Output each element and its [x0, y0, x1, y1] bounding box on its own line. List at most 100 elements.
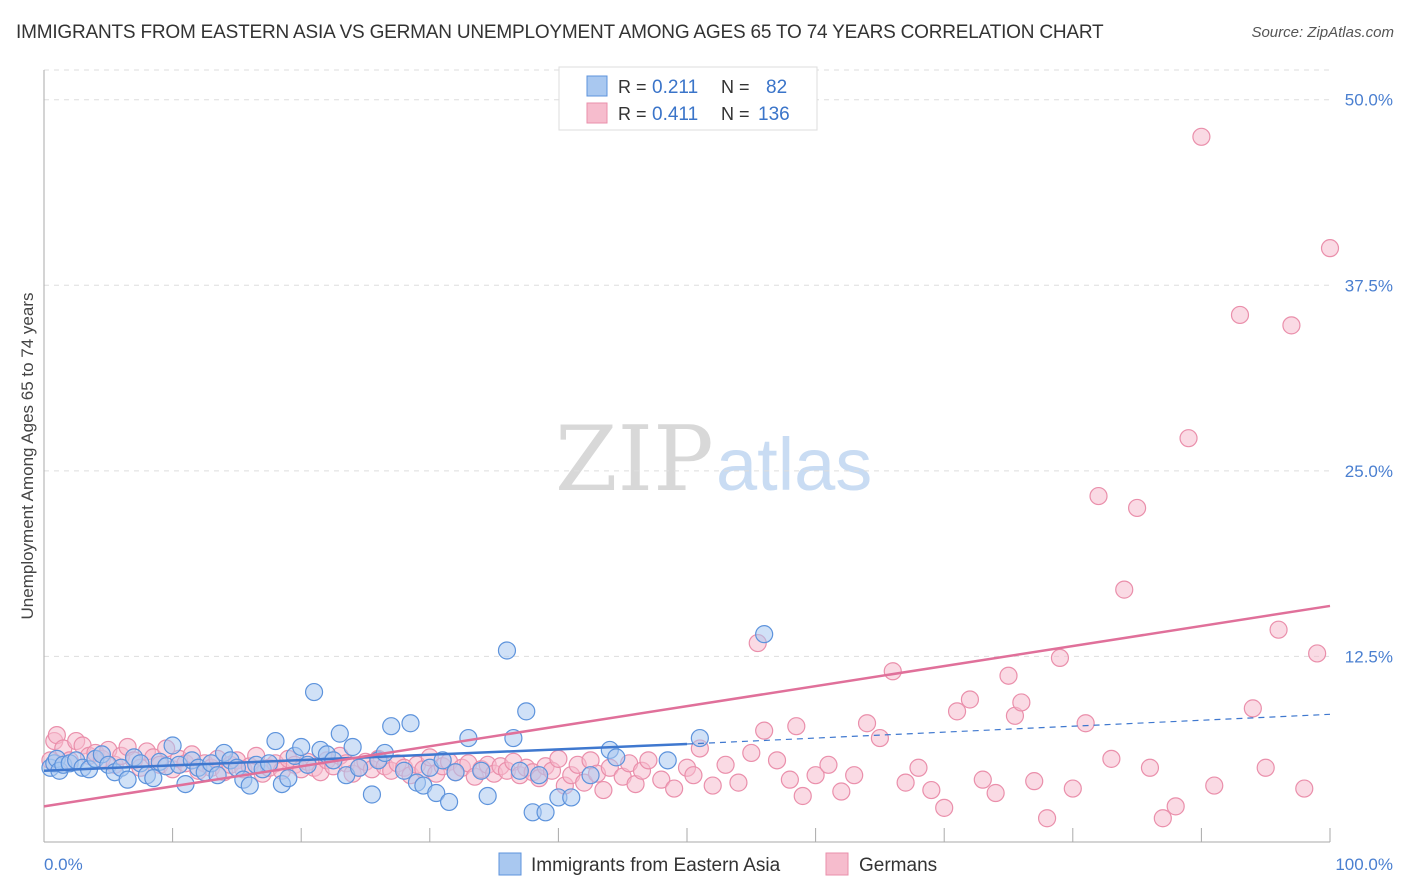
eastern-asia-point-72: [530, 766, 549, 785]
germans-point-143: [1243, 699, 1262, 718]
germans-point-105: [767, 751, 787, 770]
legend-n-label-2: N =: [721, 104, 750, 124]
trend-line-germans: [43, 604, 1331, 808]
eastern-asia-point-61: [433, 751, 452, 770]
series-legend: Immigrants from Eastern Asia Germans: [498, 852, 937, 876]
germans-point-139: [1179, 429, 1198, 448]
germans-point-144: [1256, 758, 1275, 777]
bottom-legend-swatch-pink: [825, 852, 849, 876]
germans-point-104: [755, 721, 774, 740]
germans-point-132: [1089, 486, 1108, 506]
eastern-asia-point-63: [446, 763, 465, 782]
legend-r-value-1: 0.211: [652, 77, 698, 98]
trend-line-eastern-asia-extension: [686, 713, 1331, 745]
y-tick-labels: 12.5% 25.0% 37.5% 50.0%: [1345, 91, 1393, 667]
stats-legend: R = 0.211 N = 82 R = 0.411 N = 136: [558, 66, 818, 131]
germans-point-117: [909, 758, 928, 777]
germans-point-116: [896, 773, 915, 792]
x-tick-label-max: 100.0%: [1335, 855, 1393, 874]
eastern-asia-point-70: [517, 702, 536, 721]
germans-point-146: [1295, 779, 1314, 798]
eastern-asia-point-54: [382, 717, 401, 736]
germans-point-111: [832, 782, 851, 801]
germans-point-87: [594, 780, 613, 800]
legend-r-label-2: R =: [618, 104, 647, 124]
germans-point-106: [780, 770, 799, 789]
germans-point-112: [845, 766, 864, 785]
germans-point-133: [1102, 749, 1121, 768]
x-tick-labels: 0.0% 100.0%: [44, 855, 1393, 874]
x-tick-label-min: 0.0%: [44, 855, 83, 874]
bottom-legend-label-2: Germans: [859, 855, 937, 876]
eastern-asia-point-51: [362, 785, 382, 804]
eastern-asia-point-80: [690, 728, 709, 748]
germans-point-101: [729, 773, 748, 792]
legend-n-value-1: 82: [766, 77, 787, 98]
y-tick-label-2: 37.5%: [1345, 276, 1393, 295]
eastern-asia-point-55: [394, 761, 414, 780]
eastern-asia-point-62: [439, 792, 459, 812]
x-ticks: [43, 828, 1331, 842]
series-immigrants-eastern-asia: [41, 625, 774, 822]
germans-point-94: [652, 770, 671, 789]
germans-point-135: [1127, 498, 1147, 518]
germans-point-121: [960, 690, 980, 709]
grid-lines: [44, 69, 1330, 657]
germans-point-122: [973, 770, 992, 789]
germans-point-123: [986, 783, 1005, 803]
eastern-asia-point-56: [401, 714, 420, 733]
germans-point-113: [857, 714, 877, 733]
germans-point-110: [819, 755, 838, 774]
y-tick-label-3: 50.0%: [1345, 91, 1393, 110]
eastern-asia-point-14: [118, 770, 137, 789]
chart-title: IMMIGRANTS FROM EASTERN ASIA VS GERMAN U…: [16, 22, 1104, 43]
germans-point-128: [1037, 809, 1057, 828]
legend-swatch-pink: [586, 102, 608, 124]
legend-n-label-1: N =: [721, 77, 750, 97]
eastern-asia-point-43: [304, 682, 324, 702]
germans-point-108: [793, 786, 812, 806]
eastern-asia-point-37: [266, 731, 285, 751]
germans-point-99: [703, 776, 722, 795]
germans-point-148: [1269, 620, 1288, 639]
germans-point-142: [1230, 305, 1250, 325]
germans-point-141: [1205, 776, 1224, 795]
eastern-asia-point-21: [163, 736, 182, 755]
y-tick-label-0: 12.5%: [1345, 647, 1393, 666]
eastern-asia-point-49: [343, 737, 362, 757]
eastern-asia-point-67: [497, 641, 517, 660]
eastern-asia-point-75: [562, 788, 581, 807]
germans-point-93: [639, 751, 658, 770]
eastern-asia-point-47: [330, 724, 349, 743]
germans-point-140: [1192, 127, 1211, 146]
eastern-asia-point-81: [755, 625, 774, 644]
germans-point-147: [1308, 644, 1327, 663]
germans-point-80: [549, 749, 568, 768]
legend-r-value-2: 0.411: [652, 104, 698, 125]
germans-point-119: [935, 798, 954, 817]
germans-point-100: [716, 755, 735, 774]
legend-swatch-blue: [586, 75, 608, 97]
germans-point-145: [1282, 316, 1301, 335]
eastern-asia-point-41: [292, 737, 311, 757]
eastern-asia-point-69: [510, 761, 529, 780]
eastern-asia-point-50: [349, 758, 369, 777]
germans-point-118: [922, 780, 941, 800]
germans-point-137: [1153, 809, 1172, 828]
eastern-asia-point-65: [472, 761, 491, 780]
germans-point-102: [742, 743, 761, 763]
eastern-asia-point-79: [658, 751, 677, 770]
germans-point-120: [947, 702, 967, 721]
germans-point-127: [1025, 772, 1044, 791]
germans-point-107: [787, 717, 806, 736]
bottom-legend-swatch-blue: [498, 852, 522, 876]
germans-point-114: [870, 728, 890, 748]
eastern-asia-point-60: [427, 783, 446, 803]
y-tick-label-1: 25.0%: [1345, 462, 1393, 481]
germans-point-95: [665, 779, 684, 798]
eastern-asia-point-18: [144, 769, 163, 788]
germans-point-97: [684, 766, 703, 785]
germans-point-149: [1320, 239, 1340, 258]
bottom-legend-label-1: Immigrants from Eastern Asia: [531, 855, 781, 876]
